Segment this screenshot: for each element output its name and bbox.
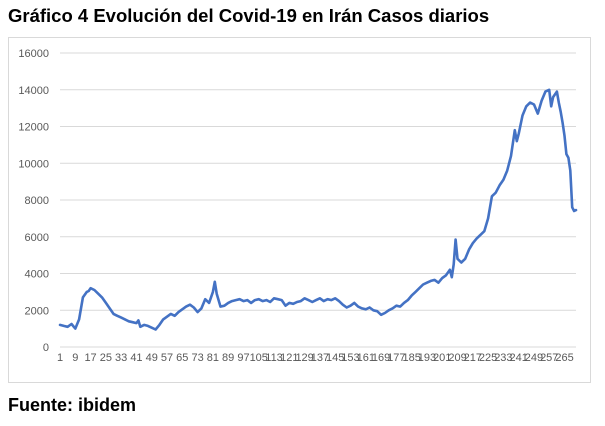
x-tick-label: 249 (525, 352, 543, 364)
x-tick-label: 97 (237, 352, 249, 364)
y-tick-label: 10000 (18, 158, 49, 170)
x-tick-label: 41 (130, 352, 142, 364)
source-note: Fuente: ibidem (8, 395, 137, 415)
x-tick-label: 1 (57, 352, 63, 364)
series-layer (58, 88, 578, 331)
x-tick-label: 57 (161, 352, 173, 364)
x-tick-label: 33 (115, 352, 127, 364)
y-tick-label: 4000 (25, 269, 49, 281)
x-tick-label: 129 (295, 352, 313, 364)
x-tick-label: 217 (464, 352, 482, 364)
y-tick-label: 8000 (25, 195, 49, 207)
x-tick-label: 105 (250, 352, 268, 364)
x-tick-label: 65 (176, 352, 188, 364)
y-tick-label: 14000 (18, 85, 49, 97)
x-tick-label: 241 (509, 352, 527, 364)
x-tick-label: 185 (402, 352, 420, 364)
y-tick-label: 0 (43, 342, 49, 354)
x-tick-label: 153 (341, 352, 359, 364)
y-tick-label: 12000 (18, 122, 49, 134)
x-tick-label: 9 (72, 352, 78, 364)
x-tick-label: 161 (357, 352, 375, 364)
x-tick-label: 81 (207, 352, 219, 364)
x-tick-label: 265 (555, 352, 573, 364)
series-line-0 (58, 88, 578, 331)
x-tick-label: 209 (448, 352, 466, 364)
y-tick-label: 2000 (25, 305, 49, 317)
x-tick-label: 49 (146, 352, 158, 364)
x-tick-label: 17 (84, 352, 96, 364)
y-tick-label: 6000 (25, 232, 49, 244)
x-tick-label: 145 (326, 352, 344, 364)
x-tick-label: 177 (387, 352, 405, 364)
x-tick-label: 233 (494, 352, 512, 364)
x-axis-ticks: 1 9 17 25 33 41 49 57 65 73 81 89 97 1051131211291371… (57, 352, 574, 364)
y-tick-label: 16000 (18, 48, 49, 60)
x-tick-label: 137 (311, 352, 329, 364)
gridlines (60, 52, 576, 348)
x-tick-label: 89 (222, 352, 234, 364)
x-tick-label: 113 (265, 352, 283, 364)
x-tick-label: 225 (479, 352, 497, 364)
chart-frame (8, 37, 591, 383)
x-tick-label: 201 (433, 352, 451, 364)
x-tick-label: 121 (280, 352, 298, 364)
x-tick-label: 25 (100, 352, 112, 364)
chart-title: Gráfico 4 Evolución del Covid-19 en Irán… (8, 5, 490, 26)
x-tick-label: 257 (540, 352, 558, 364)
x-tick-label: 169 (372, 352, 390, 364)
x-tick-label: 193 (418, 352, 436, 364)
x-tick-label: 73 (191, 352, 203, 364)
y-axis-ticks: 0 2000 4000 6000 8000 10000 12000 14000 16000 (18, 48, 49, 354)
